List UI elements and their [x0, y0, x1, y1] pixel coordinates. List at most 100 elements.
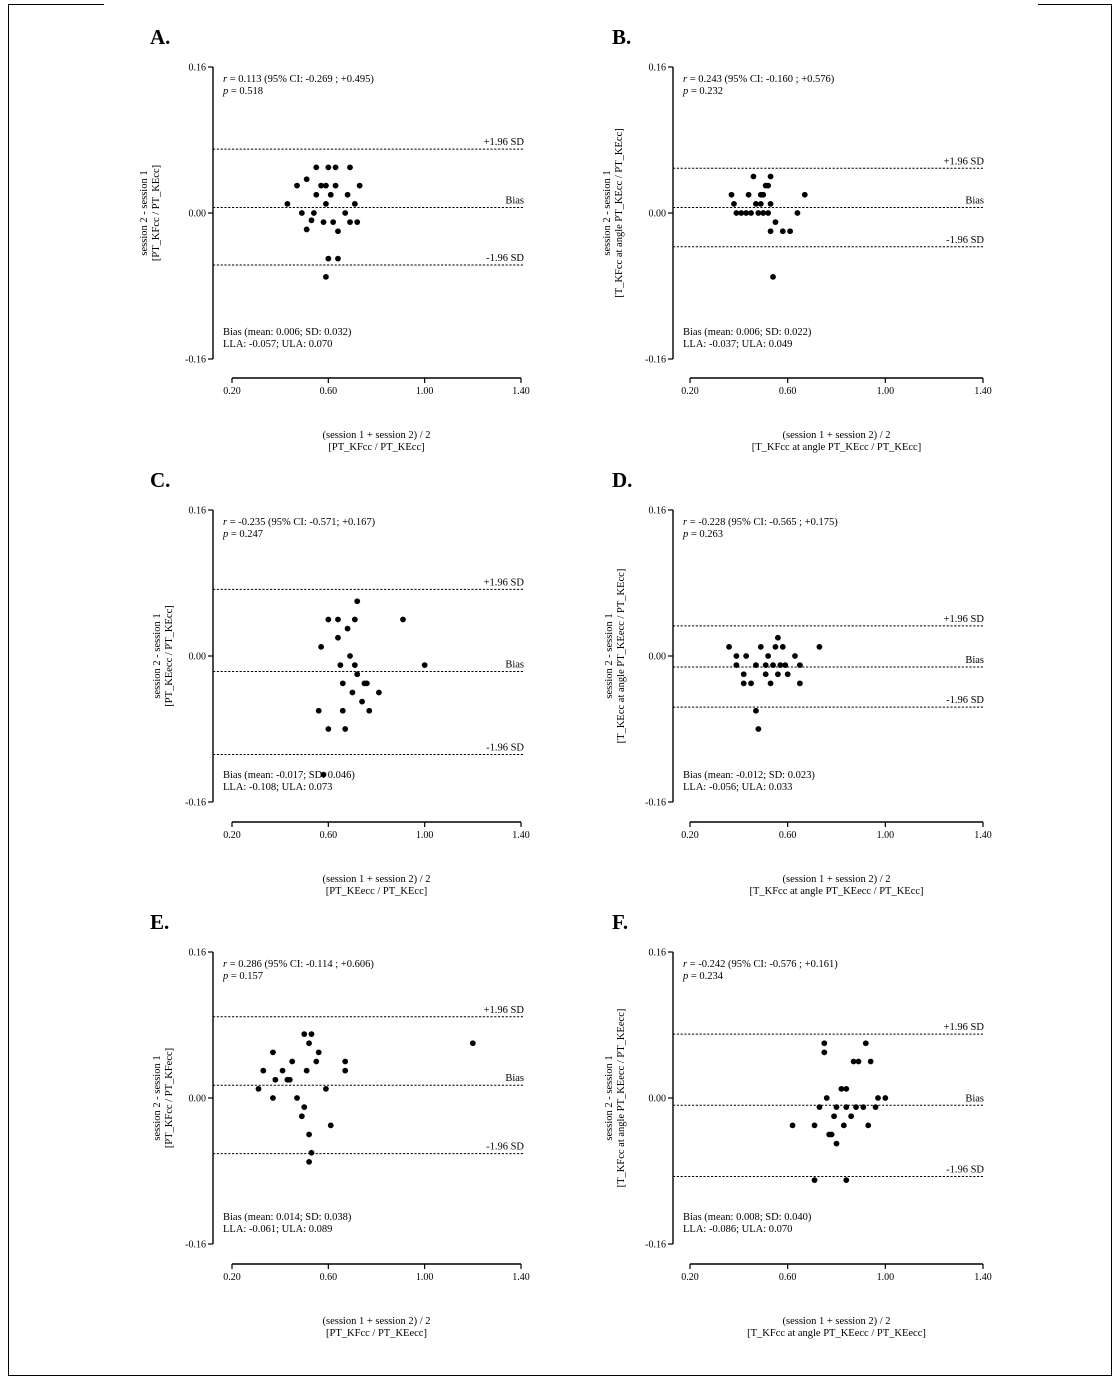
- data-point: [325, 255, 332, 262]
- data-point: [792, 653, 798, 659]
- stats-r-text: r = 0.286 (95% CI: -0.114 ; +0.606): [223, 959, 374, 970]
- data-point: [323, 1085, 329, 1092]
- y-axis-title: session 2 - session 1: [152, 613, 163, 698]
- data-point: [757, 643, 764, 650]
- panel-b: B. 0.16 0.00 -0.16 0.20 0.60 1.00 1.40 +1.96 SD B…: [602, 25, 992, 453]
- data-point: [315, 1049, 322, 1056]
- data-point: [301, 1031, 308, 1038]
- data-point: [335, 255, 341, 262]
- data-point: [323, 182, 329, 189]
- data-point: [765, 182, 772, 189]
- y-axis-title: session 2 - session 1: [602, 170, 613, 255]
- data-point: [313, 191, 320, 198]
- y-axis-subtitle: [PT_KEecc / PT_KEcc]: [164, 605, 175, 706]
- y-tick-label: 0.00: [649, 652, 667, 663]
- x-axis-subtitle: [PT_KFcc / PT_KEecc]: [326, 1328, 427, 1339]
- data-point: [816, 1104, 823, 1111]
- data-point: [337, 662, 344, 669]
- data-point: [821, 1040, 828, 1047]
- data-point: [335, 616, 341, 623]
- x-tick-label: 0.20: [681, 1272, 699, 1283]
- data-point: [469, 1040, 476, 1047]
- data-point: [351, 616, 358, 623]
- data-point: [323, 200, 329, 207]
- data-point: [270, 1095, 276, 1101]
- data-point: [777, 662, 784, 669]
- data-point: [421, 662, 428, 669]
- loa-text: LLA: -0.061; ULA: 0.089: [223, 1224, 332, 1235]
- data-point: [770, 273, 776, 280]
- y-axis-subtitle: [T_KFcc at angle PT_KEecc / PT_KEecc]: [616, 1009, 627, 1188]
- x-tick-label: 1.40: [974, 386, 992, 397]
- x-tick-label: 0.60: [320, 830, 338, 841]
- x-tick-label: 0.60: [320, 386, 338, 397]
- data-point: [821, 1049, 828, 1056]
- data-point: [308, 1149, 315, 1156]
- data-point: [755, 210, 762, 216]
- x-axis-subtitle: [T_KFcc at angle PT_KEecc / PT_KEcc]: [749, 886, 923, 897]
- panel-letter: E.: [150, 910, 169, 934]
- reference-line-label: Bias: [965, 655, 984, 666]
- data-point: [801, 191, 808, 198]
- stats-r-text: r = -0.228 (95% CI: -0.565 ; +0.175): [683, 517, 838, 528]
- reference-line-label: Bias: [505, 1073, 524, 1084]
- data-point: [342, 1058, 349, 1065]
- data-point: [327, 1122, 334, 1129]
- reference-line-label: -1.96 SD: [946, 695, 984, 706]
- x-tick-label: 0.20: [681, 386, 699, 397]
- data-point: [850, 1058, 857, 1065]
- data-point: [306, 1040, 312, 1047]
- data-point: [745, 191, 752, 198]
- data-point: [731, 200, 737, 207]
- reference-line-label: +1.96 SD: [484, 577, 525, 588]
- data-point: [740, 680, 747, 687]
- data-point: [351, 662, 358, 669]
- stats-p-text: p = 0.234: [682, 971, 724, 982]
- data-point: [738, 210, 745, 216]
- x-axis-title: (session 1 + session 2) / 2: [322, 874, 430, 885]
- frame-top-left-segment: [8, 4, 104, 5]
- loa-text: LLA: -0.086; ULA: 0.070: [683, 1224, 792, 1235]
- data-point: [400, 616, 406, 623]
- stats-p-text: p = 0.518: [222, 86, 263, 97]
- data-point: [260, 1067, 267, 1074]
- data-point: [342, 210, 349, 216]
- y-tick-label: 0.16: [649, 63, 667, 74]
- data-point: [308, 217, 315, 224]
- bias-text: Bias (mean: 0.006; SD: 0.022): [683, 327, 812, 338]
- x-tick-label: 0.20: [223, 386, 241, 397]
- y-tick-label: 0.00: [189, 209, 207, 220]
- data-point: [325, 726, 332, 732]
- y-tick-label: -0.16: [645, 1240, 666, 1251]
- data-point: [347, 653, 353, 659]
- loa-text: LLA: -0.108; ULA: 0.073: [223, 782, 332, 793]
- data-point: [762, 662, 769, 669]
- loa-text: LLA: -0.037; ULA: 0.049: [683, 339, 792, 350]
- y-tick-label: -0.16: [645, 355, 666, 366]
- y-axis-title-group: session 2 - session 1 [T_KFcc at angle PT…: [602, 128, 625, 297]
- y-tick-label: 0.00: [649, 1094, 667, 1105]
- y-tick-label: -0.16: [185, 1240, 206, 1251]
- data-point: [767, 228, 774, 235]
- x-axis-title: (session 1 + session 2) / 2: [782, 874, 890, 885]
- data-point: [376, 689, 382, 696]
- data-point: [843, 1085, 850, 1092]
- panel-e: E. 0.16 0.00 -0.16 0.20 0.60 1.00 1.40 +1.96 SD B…: [150, 910, 530, 1339]
- data-point: [848, 1113, 855, 1120]
- panel-d: D. 0.16 0.00 -0.16 0.20 0.60 1.00 1.40 +1.96 SD B…: [604, 468, 992, 897]
- data-point: [843, 1104, 850, 1111]
- data-point: [733, 653, 740, 659]
- x-tick-label: 0.60: [779, 830, 797, 841]
- data-point: [753, 707, 759, 714]
- data-point: [318, 182, 325, 189]
- loa-text: LLA: -0.056; ULA: 0.033: [683, 782, 792, 793]
- data-point: [342, 726, 349, 732]
- figure-frame: [8, 4, 1112, 1376]
- data-point: [325, 164, 332, 171]
- data-point: [279, 1067, 286, 1074]
- data-point: [332, 182, 339, 189]
- data-point: [838, 1085, 845, 1092]
- reference-line-label: Bias: [505, 196, 524, 207]
- data-point: [760, 191, 767, 198]
- data-point: [313, 164, 320, 171]
